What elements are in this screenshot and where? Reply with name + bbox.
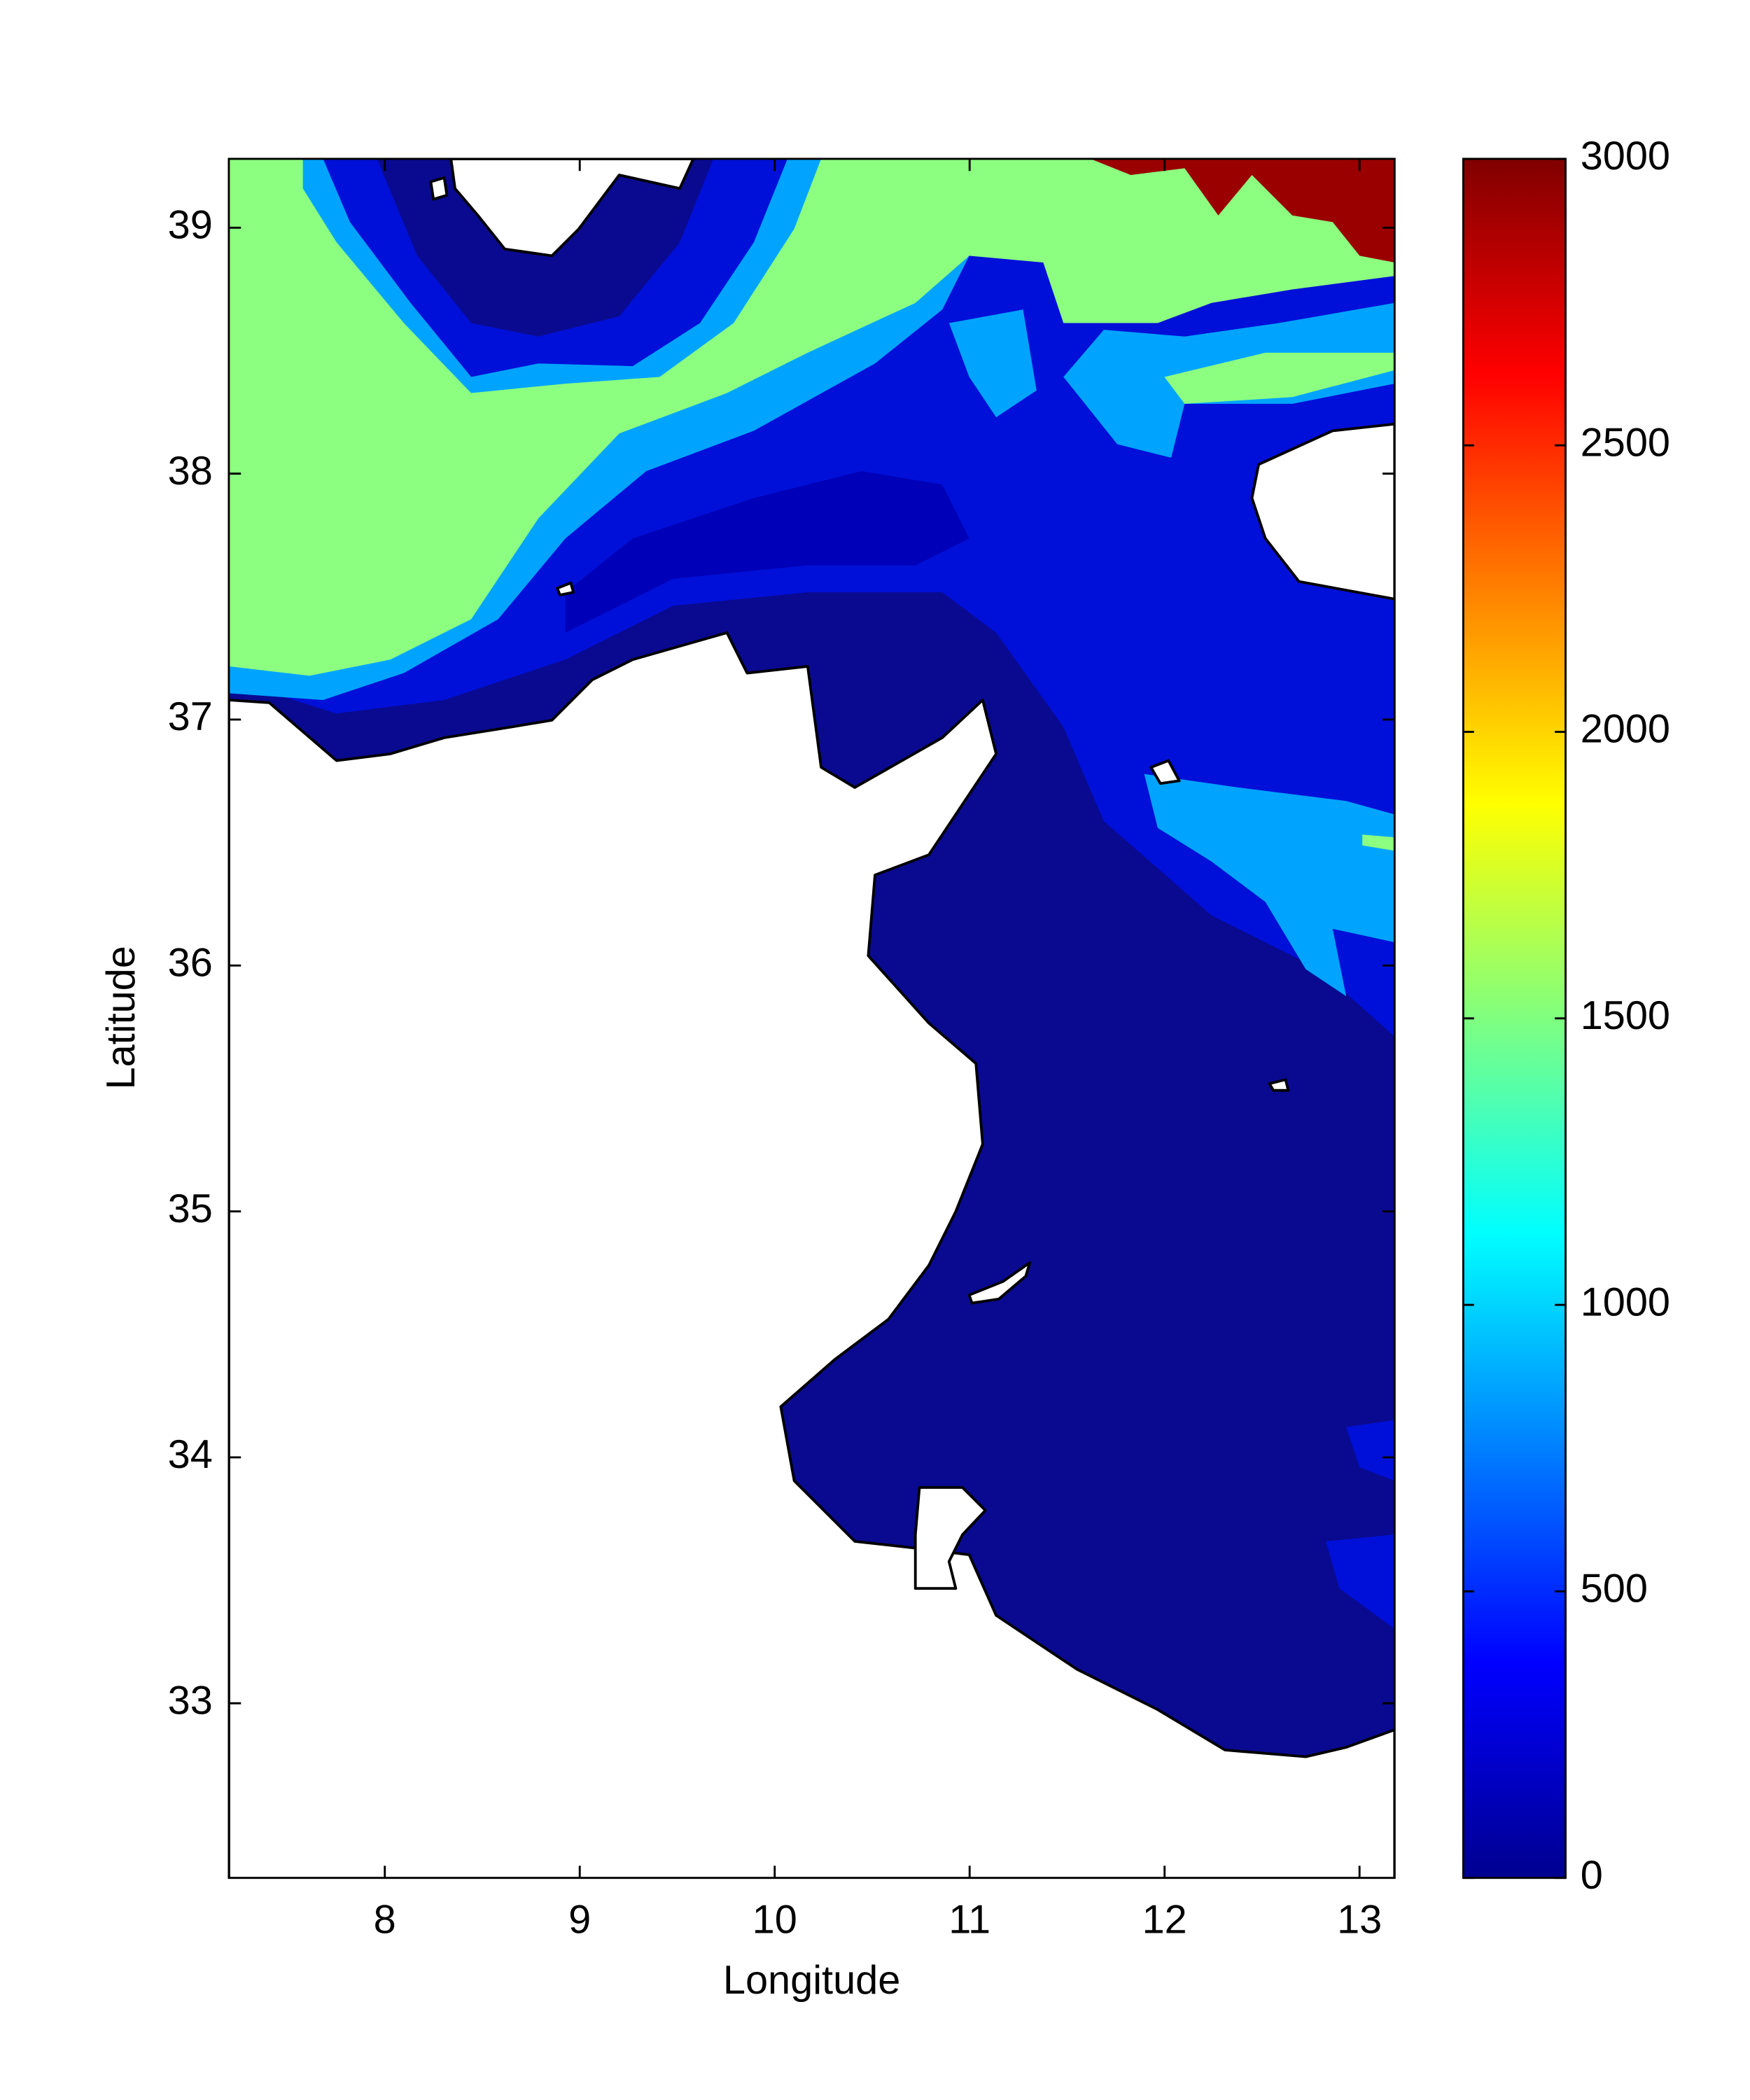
depth-region <box>565 471 969 633</box>
land <box>1268 1078 1290 1092</box>
depth-region <box>1144 774 1395 997</box>
colorbar-tick-label: 2000 <box>1581 707 1670 752</box>
land <box>913 1486 987 1590</box>
y-tick-label: 37 <box>168 694 213 739</box>
x-tick-label: 12 <box>1142 1897 1187 1942</box>
x-tick-label: 11 <box>948 1897 990 1942</box>
colorbar-tick-label: 1500 <box>1581 993 1670 1038</box>
depth-region <box>228 158 1395 458</box>
y-tick-label: 34 <box>168 1432 213 1477</box>
depth-region <box>1326 1534 1395 1629</box>
map <box>228 158 1395 1878</box>
x-axis-label: Longitude <box>723 1958 900 2003</box>
depth-region <box>1346 1420 1395 1481</box>
x-tick-label: 13 <box>1337 1897 1382 1942</box>
land <box>228 631 1395 1878</box>
y-tick-label: 35 <box>168 1186 213 1231</box>
y-axis-label: Latitude <box>99 946 144 1089</box>
land <box>429 176 449 201</box>
land <box>967 1261 1032 1305</box>
depth-region <box>1164 352 1395 404</box>
colorbar-tick-label: 3000 <box>1581 134 1670 178</box>
land <box>1250 422 1395 601</box>
depth-region <box>948 309 1037 418</box>
x-tick-label: 8 <box>374 1897 396 1942</box>
plot-frame <box>227 158 1396 1879</box>
y-tick-label: 38 <box>168 449 213 493</box>
colorbar-tick-label: 500 <box>1581 1567 1648 1611</box>
y-tick-label: 33 <box>168 1678 213 1723</box>
y-tick-label: 39 <box>168 203 213 248</box>
colorbar-tick-label: 0 <box>1581 1853 1603 1898</box>
x-tick-label: 9 <box>568 1897 591 1942</box>
colorbar-tick-label: 2500 <box>1581 420 1670 465</box>
colorbar-tick-label: 1000 <box>1581 1280 1670 1324</box>
land <box>1149 759 1181 785</box>
depth-region <box>1090 158 1395 262</box>
land <box>449 158 695 258</box>
depth-region <box>1362 834 1395 851</box>
land <box>556 581 575 596</box>
y-tick-label: 36 <box>168 941 213 986</box>
x-tick-label: 10 <box>752 1897 797 1942</box>
colorbar <box>1462 158 1567 1879</box>
